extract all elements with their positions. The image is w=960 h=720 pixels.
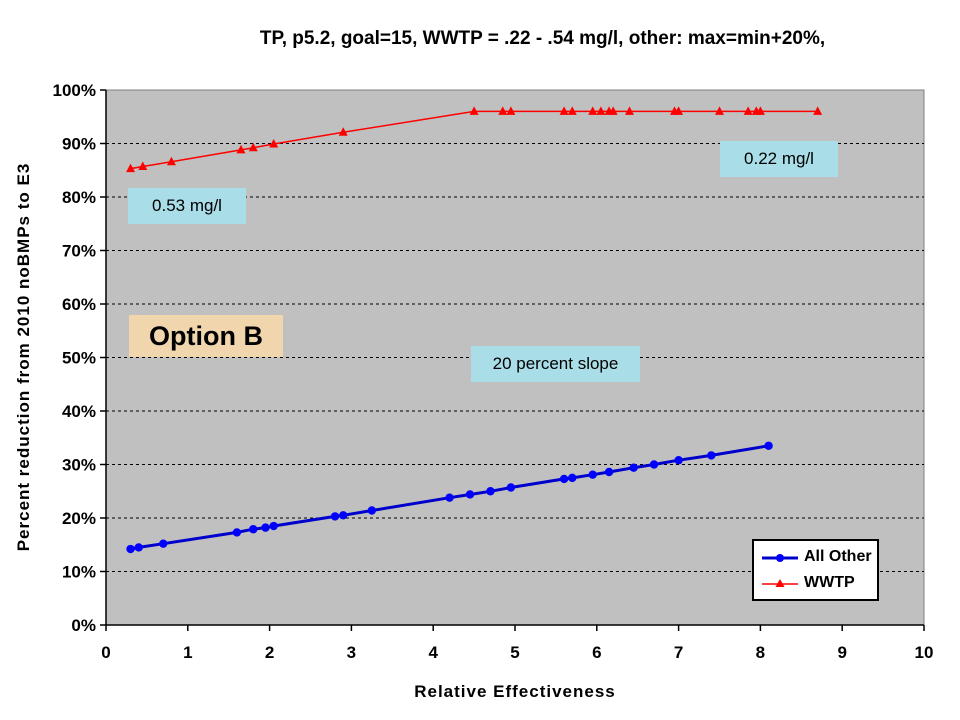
data-point-wwtp [559,106,569,115]
data-point-wwtp [715,106,724,115]
data-point-all-other [588,470,597,479]
data-point-wwtp [608,106,618,115]
data-point-all-other [445,493,454,502]
data-point-all-other [134,543,143,552]
data-point-wwtp [755,106,765,115]
legend-item-all-other: All Other [760,546,878,570]
y-tick-label: 30% [62,456,96,475]
data-point-all-other [559,474,569,484]
legend-item-wwtp: WWTP [760,572,878,596]
y-tick-label: 40% [62,402,96,421]
x-tick-label: 3 [347,643,356,662]
y-tick-label: 60% [62,295,96,314]
data-point-all-other [604,467,614,477]
option-label: Option B [129,315,283,357]
y-tick-label: 80% [62,188,96,207]
data-point-wwtp [248,142,258,152]
x-tick-label: 6 [592,643,601,662]
data-point-wwtp [469,106,479,115]
x-axis-title: Relative Effectiveness [414,682,616,701]
data-point-all-other [629,463,638,472]
data-point-all-other [707,451,716,460]
data-point-wwtp [126,163,136,173]
data-point-wwtp [236,144,246,154]
y-axis-title: Percent reduction from 2010 noBMPs to E3 [14,163,33,552]
y-tick-label: 90% [62,135,96,154]
data-point-all-other [465,490,475,499]
x-tick-label: 4 [428,643,438,662]
data-point-all-other [339,511,348,520]
callout-053: 0.53 mg/l [128,188,246,224]
data-point-all-other [367,506,377,515]
axis-layer: 0% 10% 20% 30% 40% 50% 60% 70% 80% 90% 100% 0 1 2 3 4 5 6… [53,81,934,662]
x-tick-label: 8 [756,643,765,662]
callout-022: 0.22 mg/l [720,141,838,177]
legend: All Other WWTP [752,539,879,601]
data-point-wwtp [567,106,577,115]
data-point-wwtp [269,139,279,148]
data-point-all-other [674,456,683,465]
chart-title: TP, p5.2, goal=15, WWTP = .22 - .54 mg/l… [259,28,826,49]
data-point-wwtp [813,106,823,115]
data-point-wwtp [674,106,684,115]
data-point-wwtp [625,106,635,115]
y-tick-label: 20% [62,509,96,528]
data-point-wwtp [596,106,606,115]
x-tick-label: 0 [101,643,110,662]
y-tick-label: 50% [62,349,96,368]
data-point-all-other [506,483,516,492]
x-tick-label: 5 [510,643,519,662]
data-point-all-other [261,523,270,532]
data-point-wwtp [138,161,148,171]
data-point-wwtp [338,127,348,136]
data-point-all-other [649,460,659,469]
legend-label-all-other: All Other [804,548,872,565]
data-point-wwtp [166,156,176,166]
title-bar: TP, p5.2, goal=15, WWTP = .22 - .54 mg/l… [0,0,960,78]
data-point-wwtp [743,106,753,115]
y-tick-label: 0% [71,616,96,635]
data-point-all-other [126,544,135,554]
y-tick-label: 70% [62,242,96,261]
series-layer [126,106,823,554]
data-point-wwtp [588,106,598,115]
data-point-wwtp [506,106,516,115]
x-tick-label: 9 [837,643,846,662]
x-tick-label: 2 [265,643,274,662]
data-point-all-other [232,528,242,537]
data-point-all-other [249,525,258,534]
data-point-all-other [486,487,495,496]
data-point-wwtp [498,106,508,115]
data-point-all-other [330,512,340,521]
data-point-all-other [568,473,577,483]
x-tick-label: 7 [674,643,683,662]
x-tick-label: 10 [915,643,934,662]
data-point-all-other [764,441,773,450]
x-tick-label: 1 [183,643,192,662]
legend-label-wwtp: WWTP [804,574,855,591]
callout-slope: 20 percent slope [471,346,640,382]
data-point-all-other [269,521,278,531]
y-tick-label: 100% [53,81,96,100]
data-point-all-other [159,539,168,548]
y-tick-label: 10% [62,563,96,582]
